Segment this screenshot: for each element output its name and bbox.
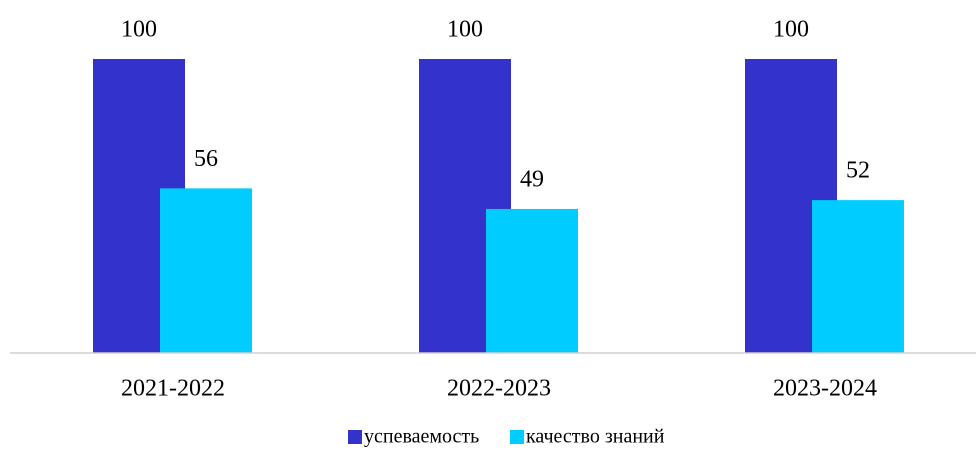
x-tick-label: 2022-2023 xyxy=(447,376,551,402)
value-label: 100 xyxy=(447,17,483,43)
value-label: 49 xyxy=(520,166,544,192)
value-label: 56 xyxy=(194,146,218,172)
bar xyxy=(812,200,904,353)
legend-swatch xyxy=(348,430,362,444)
value-label: 100 xyxy=(121,17,157,43)
legend-label: качество знаний xyxy=(526,426,665,448)
x-tick-label: 2021-2022 xyxy=(121,376,225,402)
value-label: 52 xyxy=(846,158,870,184)
legend-label: успеваемость xyxy=(364,426,479,448)
bar xyxy=(486,208,578,353)
x-tick-label: 2023-2024 xyxy=(773,376,877,402)
bar xyxy=(160,188,252,353)
value-label: 100 xyxy=(773,17,809,43)
legend-swatch xyxy=(510,430,524,444)
